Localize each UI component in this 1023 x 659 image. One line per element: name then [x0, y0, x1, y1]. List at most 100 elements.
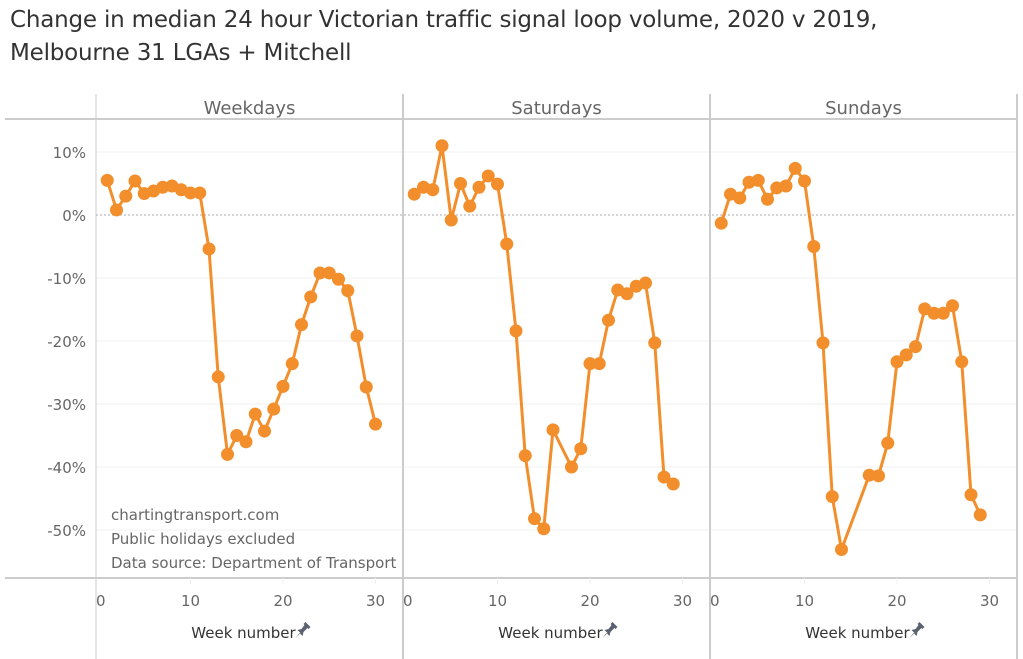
- x-tick-label: 20: [580, 592, 599, 610]
- data-point: [369, 417, 382, 431]
- pin-icon: [602, 622, 618, 638]
- data-point: [230, 429, 244, 442]
- data-point: [276, 379, 290, 393]
- data-point: [657, 470, 671, 484]
- data-point: [648, 336, 662, 350]
- data-point: [761, 192, 774, 206]
- data-point: [946, 299, 959, 313]
- data-point: [528, 512, 541, 526]
- data-point: [714, 216, 728, 230]
- x-tick-label: 20: [273, 592, 292, 610]
- data-point: [313, 266, 327, 280]
- data-point: [221, 447, 234, 461]
- data-point: [825, 490, 839, 504]
- data-point: [890, 355, 904, 369]
- chart-title-line-2: Melbourne 31 LGAs + Mitchell: [10, 40, 352, 66]
- data-point: [193, 186, 207, 200]
- y-tick-label: -10%: [47, 270, 86, 288]
- panel-header-sundays: Sundays: [825, 98, 902, 119]
- annotation-line: Data source: Department of Transport: [111, 554, 396, 572]
- data-point: [463, 199, 477, 213]
- pin-icon: [909, 622, 925, 638]
- x-tick-label: 20: [887, 592, 906, 610]
- data-point: [964, 488, 978, 502]
- x-tick-label: 30: [673, 592, 692, 610]
- y-tick-label: -40%: [47, 459, 86, 477]
- x-axis-title: Week number: [805, 624, 910, 642]
- x-axis-title: Week number: [498, 624, 603, 642]
- y-tick-label: -30%: [47, 396, 86, 414]
- data-point: [110, 203, 123, 217]
- data-point: [546, 423, 560, 437]
- data-point: [751, 173, 765, 187]
- data-point: [927, 306, 941, 320]
- x-tick-label: 10: [488, 592, 507, 610]
- x-axis-title: Week number: [191, 624, 296, 642]
- data-point: [816, 336, 830, 350]
- data-point: [100, 173, 114, 187]
- data-point: [128, 174, 142, 188]
- data-point: [472, 180, 486, 194]
- data-point: [955, 355, 969, 369]
- data-point: [583, 357, 597, 371]
- data-point: [426, 183, 440, 197]
- data-point: [835, 543, 848, 557]
- data-point: [602, 313, 615, 327]
- data-point: [332, 272, 345, 286]
- y-tick-label: 0%: [62, 207, 86, 225]
- data-point: [258, 424, 271, 438]
- data-point: [798, 174, 811, 188]
- data-point: [574, 442, 588, 456]
- series-line-saturdays: [413, 144, 675, 531]
- data-point: [862, 468, 876, 482]
- annotation-line: chartingtransport.com: [111, 506, 279, 524]
- data-point: [779, 179, 793, 193]
- data-point: [565, 460, 578, 474]
- chart-title-line-1: Change in median 24 hour Victorian traff…: [10, 7, 878, 33]
- data-point: [491, 177, 504, 191]
- data-point: [872, 469, 885, 483]
- x-tick-label: 0: [403, 592, 413, 610]
- data-point: [322, 266, 336, 280]
- data-point: [733, 191, 747, 205]
- data-point: [435, 139, 449, 153]
- data-point: [202, 242, 216, 256]
- data-point: [666, 477, 680, 491]
- data-point: [295, 318, 308, 332]
- data-point: [509, 324, 523, 338]
- x-tick-label: 10: [181, 592, 200, 610]
- data-point: [518, 449, 532, 463]
- x-tick-label: 30: [980, 592, 999, 610]
- x-tick-label: 30: [366, 592, 385, 610]
- x-tick-label: 0: [710, 592, 720, 610]
- data-point: [184, 186, 197, 200]
- data-point: [239, 435, 253, 449]
- y-tick-label: 10%: [53, 144, 86, 162]
- data-point: [444, 213, 458, 227]
- data-point: [881, 436, 895, 450]
- y-tick-label: -50%: [47, 522, 86, 540]
- series-line-weekdays: [105, 179, 377, 456]
- data-point: [899, 348, 913, 362]
- data-point: [341, 284, 355, 298]
- data-point: [211, 370, 225, 384]
- annotation-line: Public holidays excluded: [111, 530, 295, 548]
- chart-title: Change in median 24 hour Victorian traff…: [10, 4, 877, 70]
- x-tick-label: 0: [96, 592, 106, 610]
- y-tick-label: -20%: [47, 333, 86, 351]
- data-point: [350, 329, 364, 343]
- data-point: [248, 407, 262, 421]
- data-point: [639, 276, 652, 290]
- data-point: [537, 522, 551, 536]
- data-point: [807, 240, 821, 253]
- data-point: [620, 287, 634, 301]
- data-point: [119, 189, 133, 203]
- data-point: [285, 357, 299, 371]
- data-point: [592, 357, 606, 371]
- data-point: [454, 177, 467, 190]
- pin-icon: [295, 622, 311, 638]
- data-point: [359, 380, 373, 394]
- panel-header-saturdays: Saturdays: [511, 98, 602, 119]
- data-point: [936, 306, 950, 320]
